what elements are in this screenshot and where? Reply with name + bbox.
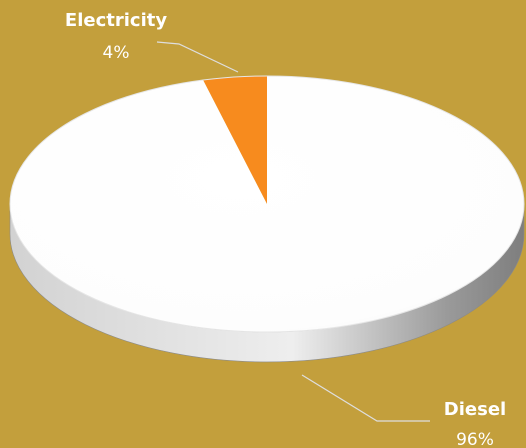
label-diesel-name: Diesel (444, 399, 506, 420)
leader-line-diesel (301, 374, 430, 422)
leader-lines (156, 41, 430, 422)
label-electricity-name: Electricity (65, 10, 167, 31)
slice-diesel (9, 76, 524, 333)
label-diesel-value: 96% (456, 430, 494, 448)
leader-line-electricity (156, 41, 239, 73)
pie-top-face (9, 75, 525, 333)
slice-electricity (203, 76, 267, 204)
slice-labels: Electricity 4% Diesel 96% (65, 10, 506, 448)
label-electricity-value: 4% (103, 43, 130, 63)
